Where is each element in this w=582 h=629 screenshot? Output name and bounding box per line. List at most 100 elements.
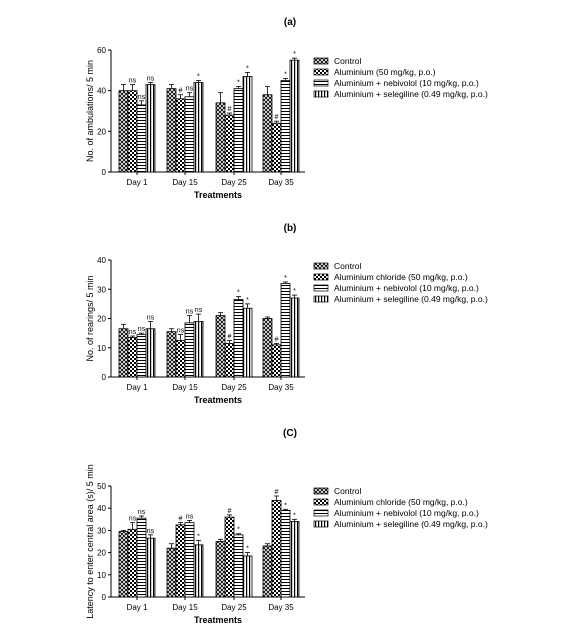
y-tick-label: 60 [97, 46, 106, 55]
legend-label: Aluminium + nebivolol (10 mg/kg, p.o.) [334, 78, 479, 88]
y-axis-label: No. of rearings/ 5 min [85, 275, 95, 361]
x-tick-label: Day 15 [172, 603, 198, 612]
legend-swatch [313, 487, 329, 495]
y-tick-label: 10 [97, 571, 106, 580]
bar [262, 94, 273, 173]
significance-label: ns [147, 76, 155, 83]
bar [215, 541, 226, 598]
bar [271, 500, 282, 598]
significance-label: * [246, 297, 249, 304]
y-tick-label: 40 [97, 87, 106, 96]
bar [215, 315, 226, 378]
legend-label: Control [334, 56, 362, 66]
bar [233, 534, 244, 598]
chart-panel-b: (b) 0 10 20 30 40 No. of rearings/ 5 min Day 1 D… [85, 223, 488, 405]
y-tick-label: 10 [97, 344, 106, 353]
significance-label: ns [138, 94, 146, 101]
bar [118, 90, 129, 173]
significance-label: ns [138, 326, 146, 333]
x-axis-label: Treatments [194, 615, 242, 625]
bar [127, 90, 138, 173]
y-tick-label: 30 [97, 285, 106, 294]
significance-label: * [284, 502, 287, 509]
legend-label: Aluminium chloride (50 mg/kg, p.o.) [334, 497, 468, 507]
bar [136, 334, 147, 378]
legend-swatch [313, 295, 329, 303]
legend-swatch [313, 509, 329, 517]
significance-label: # [179, 516, 183, 523]
legend-swatch [313, 262, 329, 270]
significance-label: ns [186, 309, 194, 316]
significance-label: * [284, 275, 287, 282]
legend-label: Aluminium + selegiline (0.49 mg/kg, p.o.… [334, 519, 488, 529]
y-tick-label: 30 [97, 526, 106, 535]
y-axis-label: No. of ambulations/ 5 min [85, 60, 95, 162]
bar [215, 102, 226, 173]
legend-swatch [313, 90, 329, 98]
y-tick-label: 20 [97, 315, 106, 324]
significance-label: # [275, 489, 279, 496]
legend-swatch [313, 79, 329, 87]
bar [224, 342, 235, 378]
bar [166, 88, 177, 173]
x-tick-label: Day 25 [221, 603, 247, 612]
legend-label: Control [334, 486, 362, 496]
bar [242, 307, 253, 378]
bar [262, 318, 273, 378]
significance-label: * [284, 71, 287, 78]
x-tick-label: Day 35 [268, 383, 294, 392]
bar [271, 344, 282, 378]
x-tick-label: Day 15 [172, 178, 198, 187]
significance-label: ns [186, 513, 194, 520]
significance-label: ns [129, 78, 137, 85]
bar [280, 80, 291, 173]
bar [145, 328, 156, 378]
bar [289, 297, 300, 378]
bar [175, 98, 186, 173]
legend-swatch [313, 57, 329, 65]
bar [145, 537, 156, 598]
bar [193, 82, 204, 173]
significance-label: # [275, 336, 279, 343]
legend-label: Aluminium + nebivolol (10 mg/kg, p.o.) [334, 283, 479, 293]
significance-label: # [275, 114, 279, 121]
y-tick-label: 0 [102, 593, 107, 602]
panel-label: (b) [284, 223, 297, 234]
bar [280, 510, 291, 598]
legend-label: Aluminium + selegiline (0.49 mg/kg, p.o.… [334, 89, 488, 99]
significance-label: ns [129, 516, 137, 523]
bar [136, 517, 147, 598]
bar [271, 122, 282, 173]
significance-label: * [293, 51, 296, 58]
legend-swatch [313, 273, 329, 281]
significance-label: * [293, 288, 296, 295]
significance-label: * [197, 533, 200, 540]
x-tick-label: Day 1 [127, 383, 148, 392]
panel-label: (a) [284, 17, 296, 28]
significance-label: ns [129, 329, 137, 336]
significance-label: * [237, 290, 240, 297]
bar [118, 531, 129, 598]
bar [118, 328, 129, 378]
legend-swatch [313, 284, 329, 292]
legend-label: Control [334, 261, 362, 271]
bar [184, 96, 195, 173]
y-tick-label: 0 [102, 373, 107, 382]
x-tick-label: Day 25 [221, 178, 247, 187]
bar [242, 76, 253, 173]
bar [193, 321, 204, 378]
x-tick-label: Day 35 [268, 178, 294, 187]
bar [145, 84, 156, 173]
bar [166, 547, 177, 598]
y-tick-label: 40 [97, 504, 106, 513]
significance-label: * [246, 546, 249, 553]
legend-swatch [313, 520, 329, 528]
significance-label: ns [186, 86, 194, 93]
bar [166, 331, 177, 378]
y-tick-label: 0 [102, 168, 107, 177]
significance-label: * [237, 527, 240, 534]
legend-label: Aluminium + selegiline (0.49 mg/kg, p.o.… [334, 294, 488, 304]
significance-label: * [246, 65, 249, 72]
